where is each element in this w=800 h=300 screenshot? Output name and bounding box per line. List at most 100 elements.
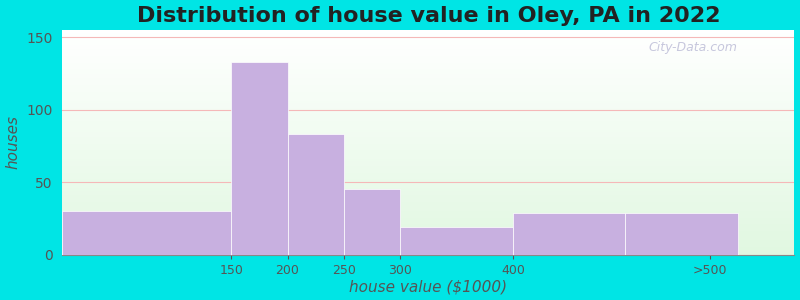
Bar [62,241,794,243]
Bar [62,104,794,106]
Bar [62,212,794,214]
Bar [62,147,794,149]
Bar [62,192,794,194]
Bar [62,57,794,59]
Bar [62,113,794,115]
Bar [62,77,794,79]
Bar [62,109,794,111]
Bar [287,134,344,255]
Bar [62,95,794,97]
Bar [62,93,794,95]
Bar [62,37,794,39]
Bar [62,79,794,82]
Bar [62,102,794,104]
Bar [344,189,400,255]
Bar [62,66,794,68]
Bar [62,239,794,241]
Bar [62,75,794,77]
Bar [62,149,794,151]
Bar [62,111,794,113]
Bar [62,158,794,160]
Bar [62,243,794,246]
Bar [62,84,794,86]
Bar [62,190,794,192]
Bar [62,138,794,140]
Bar [62,219,794,221]
Bar [62,221,794,223]
Title: Distribution of house value in Oley, PA in 2022: Distribution of house value in Oley, PA … [137,6,720,26]
Bar [62,73,794,75]
Bar [62,250,794,252]
Bar [62,64,794,66]
Bar [62,154,794,156]
Bar [62,237,794,239]
Bar [62,118,794,120]
Bar [62,205,794,207]
Bar [62,167,794,169]
Bar [62,246,794,248]
Bar [62,140,794,142]
Bar [62,48,794,50]
Bar [62,59,794,61]
Bar [626,213,738,255]
Bar [62,196,794,199]
Bar [62,203,794,205]
Bar [62,50,794,52]
Bar [62,234,794,237]
Bar [62,216,794,219]
Bar [62,97,794,100]
Bar [62,199,794,201]
Bar [62,86,794,88]
Bar [62,82,794,84]
Bar [62,88,794,91]
Bar [62,34,794,37]
Bar [62,41,794,43]
Bar [62,52,794,55]
Bar [62,181,794,183]
Bar [62,172,794,174]
Bar [62,163,794,165]
Bar [62,225,794,228]
Bar [62,201,794,203]
Bar [62,136,794,138]
Bar [62,232,794,234]
Bar [62,131,794,133]
Bar [62,185,794,187]
Bar [400,227,513,255]
Bar [62,120,794,122]
Bar [62,127,794,129]
Bar [62,211,231,255]
Bar [62,129,794,131]
Bar [62,156,794,158]
Bar [62,230,794,232]
Bar [62,70,794,73]
Bar [62,176,794,178]
Bar [62,32,794,34]
Bar [62,252,794,255]
Bar [62,178,794,181]
Bar [62,133,794,136]
Bar [62,39,794,41]
Bar [62,145,794,147]
Bar [62,183,794,185]
Bar [62,115,794,118]
Bar [62,44,794,46]
Bar [62,248,794,250]
Bar [62,151,794,154]
Bar [62,61,794,64]
Bar [62,68,794,70]
Bar [62,142,794,145]
Bar [62,174,794,176]
Bar [62,165,794,167]
Bar [62,160,794,163]
Bar [62,210,794,212]
Bar [62,228,794,230]
Bar [62,46,794,48]
Bar [62,124,794,127]
Bar [62,223,794,225]
Bar [62,214,794,216]
Bar [513,213,626,255]
Bar [62,30,794,32]
Bar [62,100,794,102]
Bar [231,62,287,255]
